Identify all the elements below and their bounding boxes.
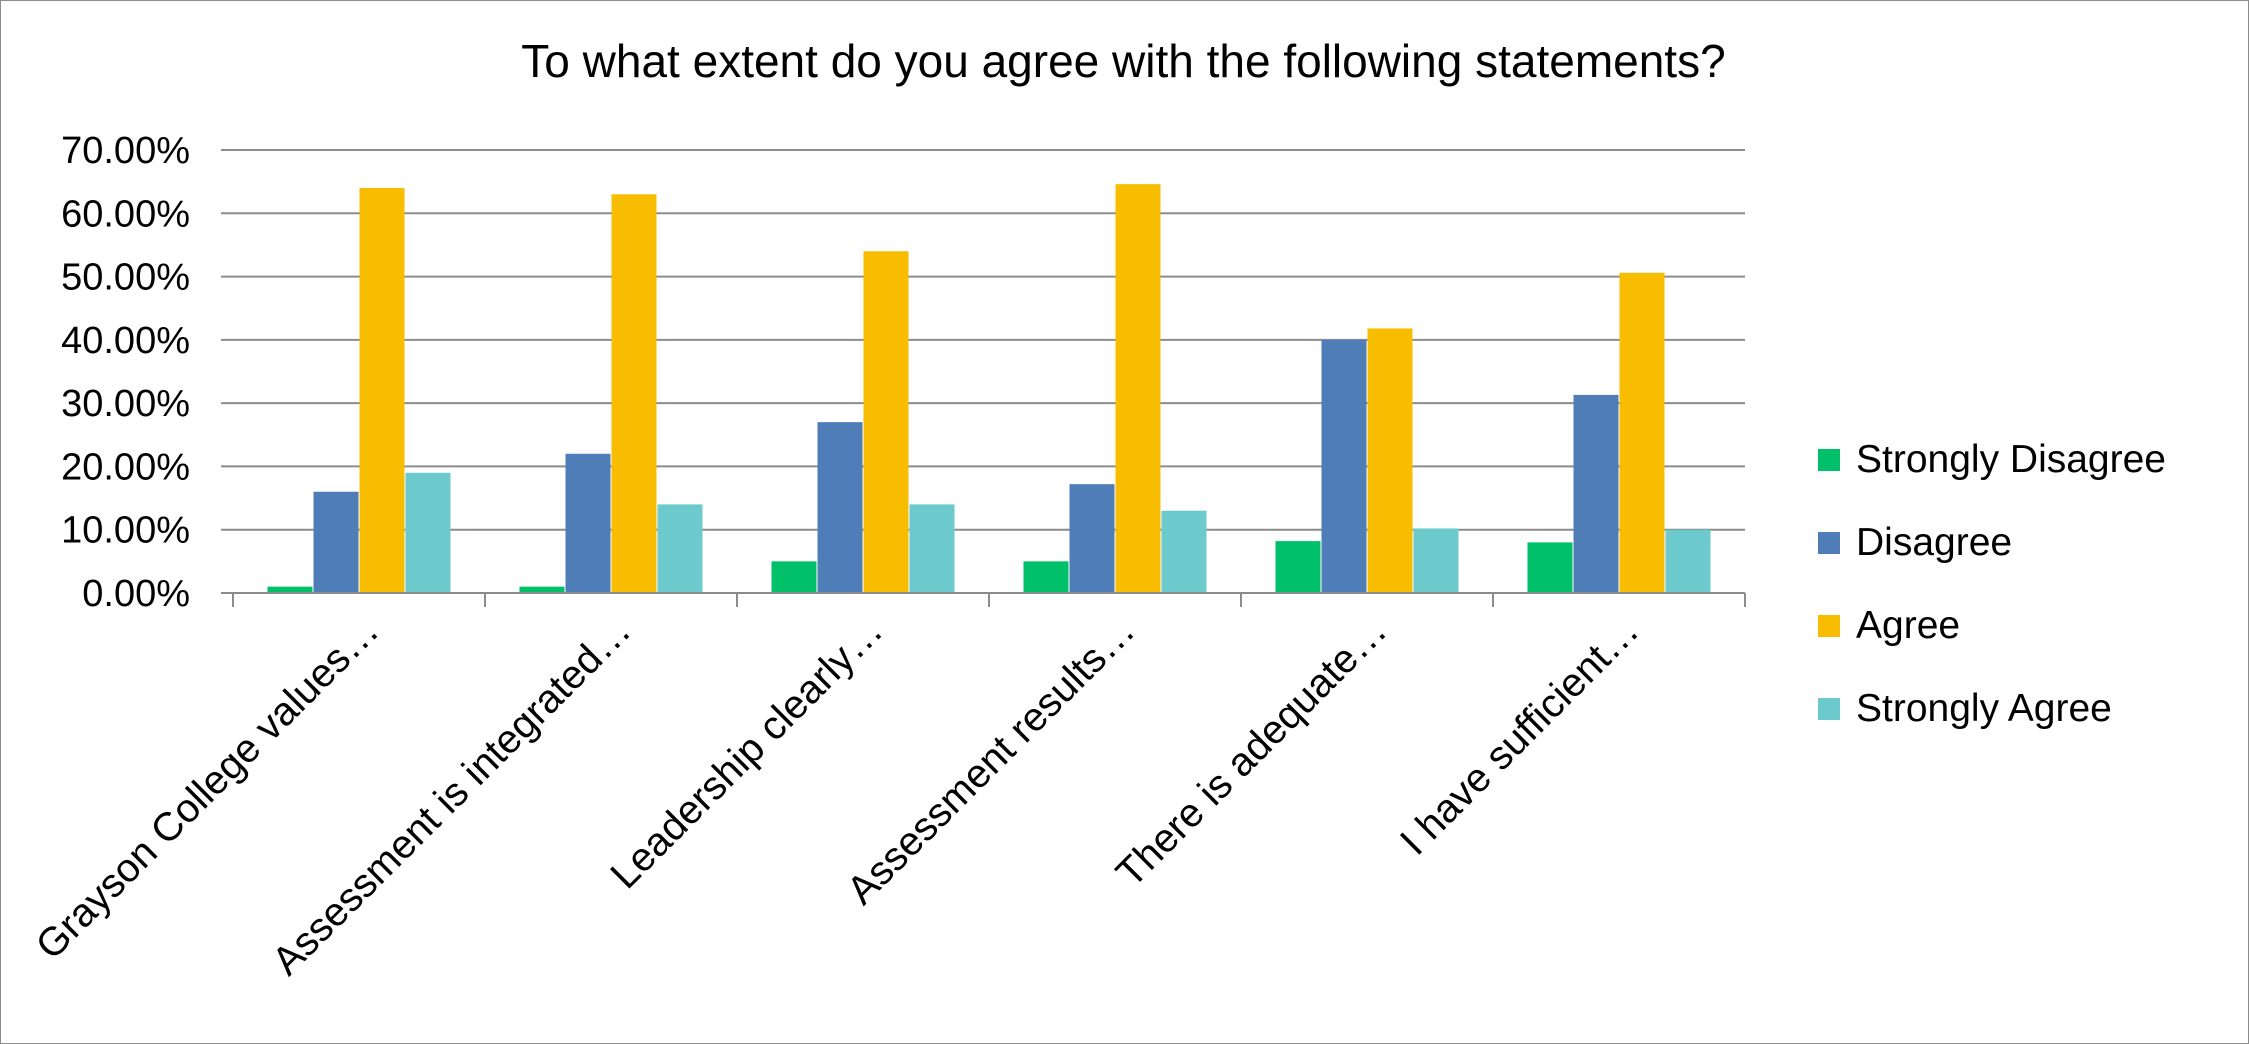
x-category-label: I have sufficient… — [1392, 608, 1647, 863]
bar-strongly-disagree — [519, 586, 565, 593]
y-tick-label: 70.00% — [61, 130, 190, 172]
bar-strongly-agree — [1161, 510, 1207, 593]
y-tick-label: 20.00% — [61, 446, 190, 488]
legend-swatch — [1818, 697, 1840, 720]
x-category-label: There is adequate… — [1108, 608, 1395, 895]
bar-disagree — [565, 453, 611, 593]
y-tick-label: 0.00% — [82, 573, 190, 615]
bar-agree — [359, 187, 405, 593]
x-category-label: Leadership clearly… — [602, 608, 891, 897]
y-tick-label: 50.00% — [61, 257, 190, 299]
x-category-label: Assessment results… — [839, 608, 1144, 913]
bar-disagree — [1573, 394, 1619, 593]
bars — [267, 184, 1711, 594]
bar-agree — [1619, 272, 1665, 593]
axes — [232, 592, 1746, 607]
bar-strongly-agree — [657, 504, 703, 593]
legend-swatch — [1818, 448, 1840, 471]
bar-disagree — [1069, 484, 1115, 593]
bar-strongly-disagree — [267, 586, 313, 593]
bar-agree — [1367, 328, 1413, 593]
bar-strongly-disagree — [771, 561, 817, 593]
legend-label: Agree — [1856, 603, 1961, 647]
legend-label: Strongly Agree — [1856, 686, 2112, 730]
bar-agree — [1115, 184, 1161, 593]
y-tick-label: 30.00% — [61, 383, 190, 425]
legend-item: Agree — [1818, 584, 2166, 667]
y-tick-label: 60.00% — [61, 193, 190, 235]
bar-agree — [611, 194, 657, 594]
legend-swatch — [1818, 531, 1840, 554]
bar-strongly-disagree — [1527, 542, 1573, 593]
bar-strongly-agree — [1665, 529, 1711, 593]
bar-disagree — [313, 491, 359, 593]
bar-strongly-agree — [1413, 528, 1459, 593]
y-tick-label: 10.00% — [61, 510, 190, 552]
legend-label: Strongly Disagree — [1856, 437, 2166, 481]
chart-title: To what extent do you agree with the fol… — [521, 35, 1726, 87]
legend-item: Strongly Disagree — [1818, 418, 2166, 501]
y-tick-label: 40.00% — [61, 320, 190, 362]
legend: Strongly Disagree Disagree Agree Strongly A… — [1818, 418, 2166, 750]
bar-disagree — [1321, 339, 1367, 593]
legend-swatch — [1818, 614, 1840, 637]
bar-strongly-disagree — [1275, 541, 1321, 593]
bar-strongly-agree — [405, 472, 451, 593]
legend-label: Disagree — [1856, 520, 2013, 564]
gridlines — [221, 149, 1745, 594]
legend-item: Strongly Agree — [1818, 667, 2166, 750]
bar-strongly-agree — [909, 504, 955, 593]
bar-agree — [863, 251, 909, 593]
legend-item: Disagree — [1818, 501, 2166, 584]
bar-disagree — [817, 422, 863, 593]
bar-strongly-disagree — [1023, 561, 1069, 593]
